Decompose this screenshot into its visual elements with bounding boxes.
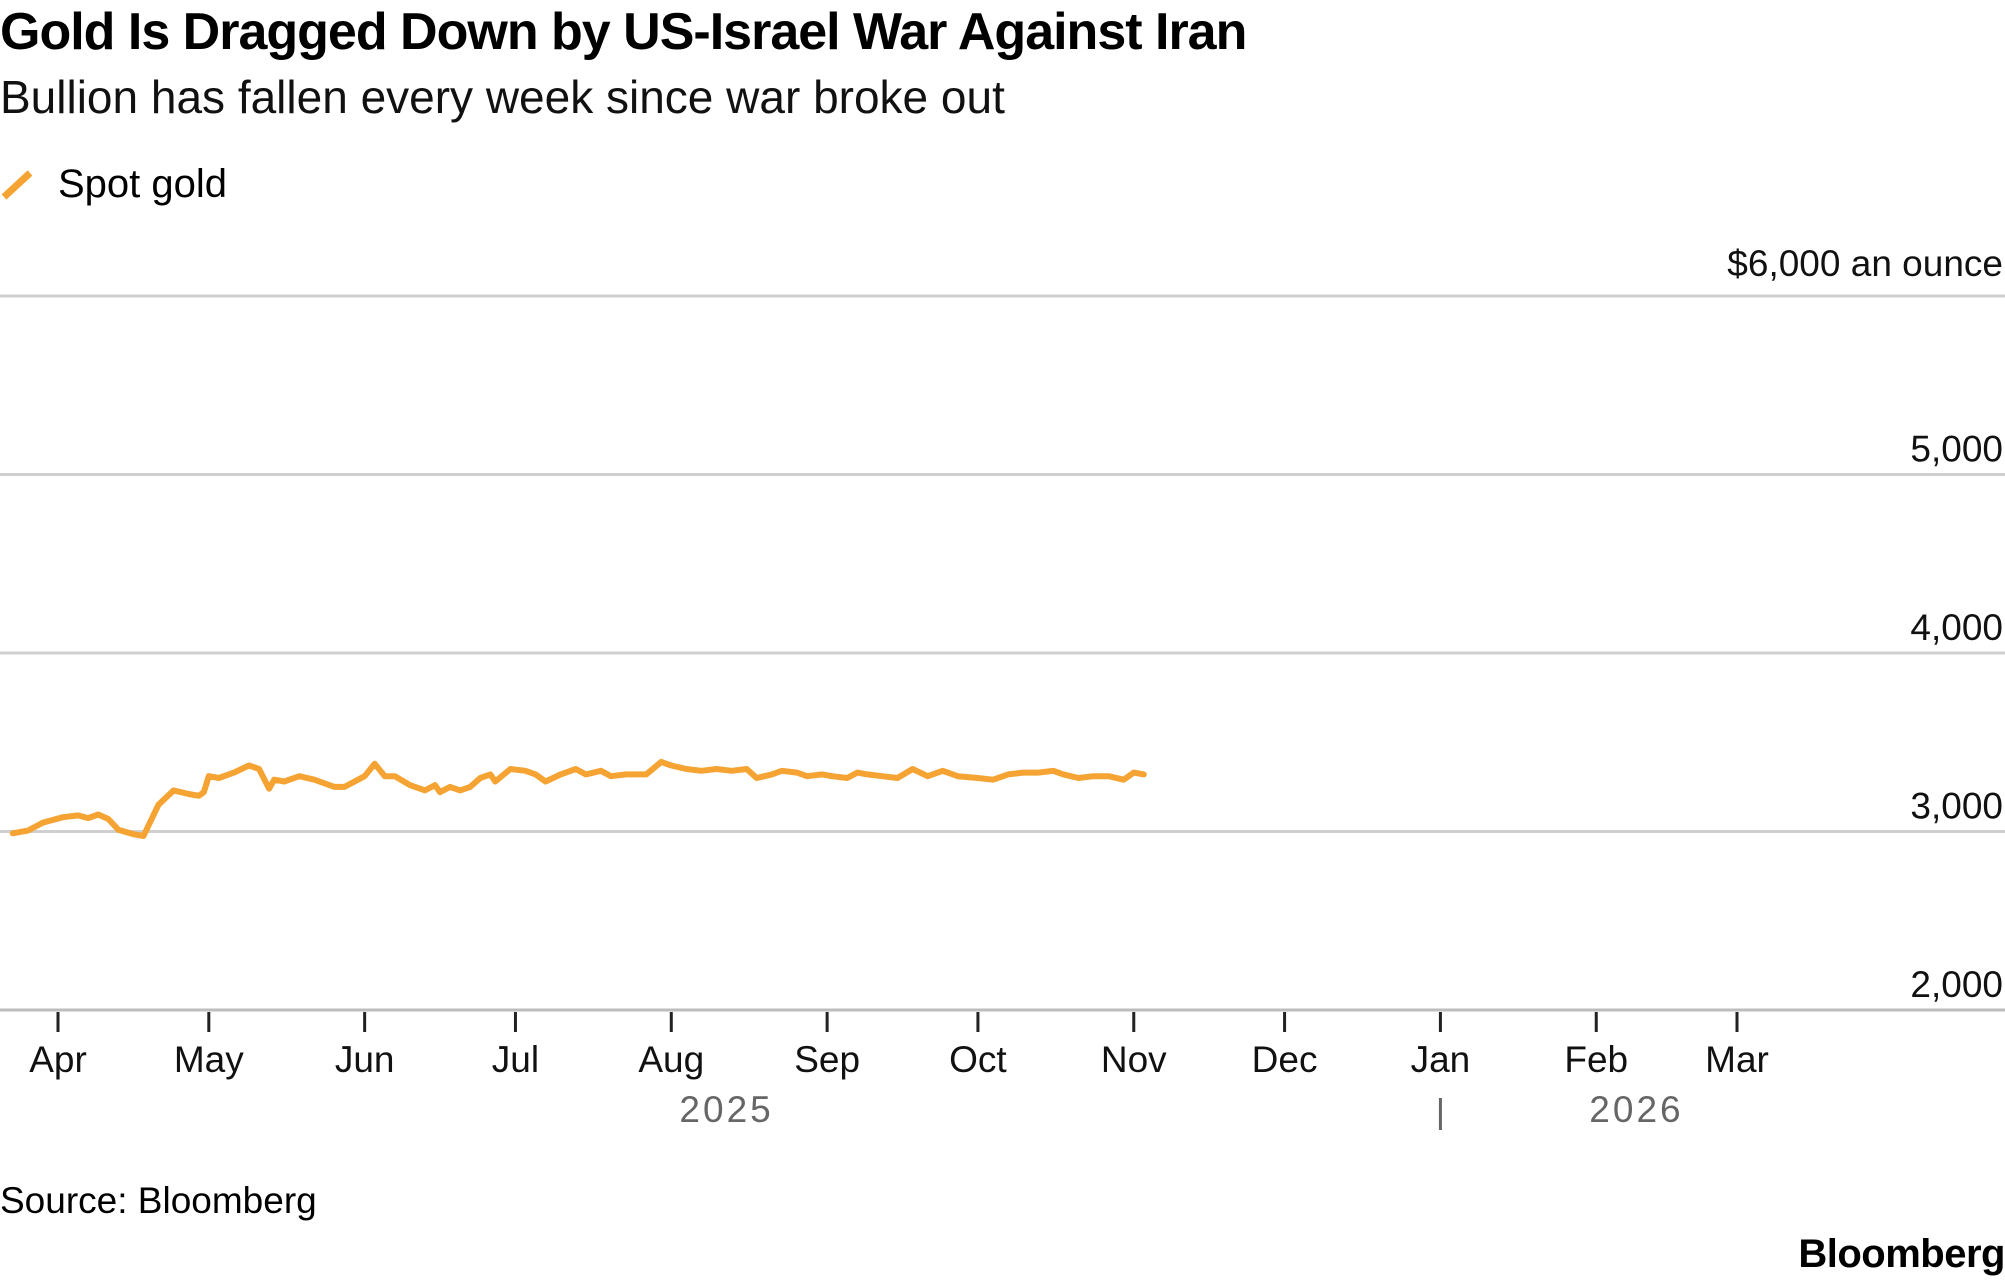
- source-note: Source: Bloomberg: [0, 1180, 317, 1221]
- x-tick-label: Jul: [492, 1039, 539, 1080]
- x-tick-label: Mar: [1705, 1039, 1769, 1080]
- x-tick-label: Feb: [1564, 1039, 1628, 1080]
- legend-label: Spot gold: [58, 162, 228, 206]
- series-line-spot-gold: [9, 758, 1147, 839]
- legend: Spot gold: [0, 162, 227, 207]
- y-tick-label: 4,000: [1910, 607, 2003, 648]
- chart-title: Gold Is Dragged Down by US-Israel War Ag…: [0, 3, 1247, 61]
- x-tick-label: Jun: [335, 1039, 395, 1080]
- y-unit-label: $6,000 an ounce: [1727, 243, 2003, 284]
- x-tick-label: Oct: [949, 1039, 1007, 1080]
- year-label: 2025: [679, 1089, 773, 1130]
- x-tick-label: May: [174, 1039, 244, 1080]
- x-tick-label: Dec: [1252, 1039, 1318, 1080]
- year-label: 2026: [1589, 1089, 1683, 1130]
- x-tick-label: Sep: [794, 1039, 860, 1080]
- y-tick-label: 2,000: [1910, 964, 2003, 1005]
- x-tick-label: Apr: [29, 1039, 87, 1080]
- bloomberg-logo: Bloomberg: [1798, 1232, 2005, 1276]
- y-tick-label: 3,000: [1910, 786, 2003, 827]
- x-tick-label: Aug: [638, 1039, 704, 1080]
- x-tick-label: Jan: [1411, 1039, 1471, 1080]
- legend-swatch-icon: [1, 169, 33, 200]
- y-tick-label: 5,000: [1910, 429, 2003, 470]
- x-tick-label: Nov: [1101, 1039, 1167, 1080]
- chart-subtitle: Bullion has fallen every week since war …: [0, 71, 1005, 123]
